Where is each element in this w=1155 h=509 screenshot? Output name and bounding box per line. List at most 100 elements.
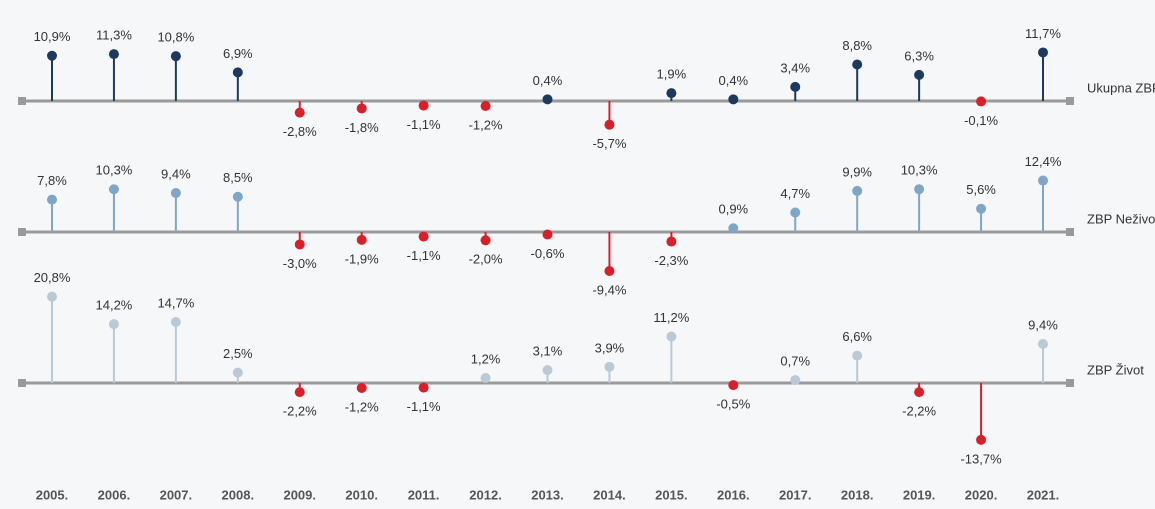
dot — [232, 67, 243, 78]
value-label: 10,3% — [96, 163, 133, 178]
dot — [294, 387, 305, 398]
value-label: 8,8% — [842, 38, 872, 53]
value-label: 6,6% — [842, 329, 872, 344]
value-label: -1,2% — [469, 117, 503, 132]
value-label: -2,2% — [283, 404, 317, 419]
value-label: -1,1% — [407, 399, 441, 414]
baseline-end — [1066, 379, 1074, 387]
value-label: -0,6% — [531, 246, 565, 261]
baseline-end — [1066, 97, 1074, 105]
value-label: 9,4% — [161, 166, 191, 181]
dot — [232, 367, 243, 378]
dot — [976, 203, 987, 214]
dot — [418, 231, 429, 242]
value-label: 6,9% — [223, 46, 253, 61]
dot — [47, 194, 57, 205]
dot — [356, 234, 367, 245]
value-label: -2,0% — [469, 252, 503, 267]
x-tick-label: 2015. — [655, 487, 688, 502]
dot — [1038, 47, 1048, 58]
value-label: 10,3% — [901, 163, 938, 178]
dot — [480, 373, 491, 384]
value-label: 14,7% — [157, 295, 194, 310]
x-tick-label: 2017. — [779, 487, 812, 502]
value-label: 1,9% — [657, 67, 687, 82]
value-label: -2,2% — [902, 404, 936, 419]
value-label: -1,1% — [407, 117, 441, 132]
dot — [604, 266, 615, 277]
dot — [356, 382, 367, 393]
dot — [47, 291, 57, 302]
dot — [666, 331, 677, 342]
legend-label: ZBP Život — [1087, 362, 1144, 377]
dot — [542, 365, 553, 376]
value-label: 3,9% — [595, 340, 625, 355]
value-label: -0,5% — [716, 397, 750, 412]
dot — [170, 51, 181, 62]
dot — [170, 187, 181, 198]
dot — [108, 49, 119, 60]
dot — [108, 319, 119, 330]
dot — [790, 207, 801, 218]
dot — [480, 235, 491, 246]
dot — [232, 191, 243, 202]
dot — [666, 236, 677, 247]
value-label: 10,8% — [157, 30, 194, 45]
dot — [914, 184, 925, 195]
value-label: 14,2% — [96, 298, 133, 313]
x-tick-label: 2016. — [717, 487, 750, 502]
dot — [728, 223, 739, 234]
baseline-end — [18, 228, 26, 236]
value-label: 11,3% — [96, 28, 132, 43]
legend-label: Ukupna ZBP — [1087, 80, 1155, 95]
x-tick-label: 2005. — [36, 487, 69, 502]
dot — [976, 434, 987, 445]
value-label: 12,4% — [1025, 154, 1062, 169]
value-label: 6,3% — [904, 48, 934, 63]
dot — [914, 69, 925, 80]
dot — [294, 239, 305, 250]
value-label: -9,4% — [592, 282, 626, 297]
baseline-end — [1066, 228, 1074, 236]
value-label: 0,4% — [718, 73, 748, 88]
value-label: -1,1% — [407, 248, 441, 263]
value-label: 3,4% — [780, 60, 810, 75]
value-label: -1,9% — [345, 251, 379, 266]
value-label: 11,2% — [653, 310, 689, 325]
value-label: 7,8% — [37, 173, 67, 188]
baseline-end — [18, 97, 26, 105]
x-tick-label: 2021. — [1027, 487, 1060, 502]
dot — [790, 81, 801, 92]
value-label: 9,9% — [842, 164, 872, 179]
baseline-end — [18, 379, 26, 387]
value-label: 20,8% — [34, 270, 71, 285]
value-label: -1,2% — [345, 399, 379, 414]
dot — [728, 380, 739, 391]
value-label: 11,7% — [1025, 26, 1061, 41]
x-tick-label: 2007. — [160, 487, 193, 502]
value-label: -0,1% — [964, 113, 998, 128]
dot — [356, 103, 367, 114]
dot — [728, 94, 739, 105]
value-label: 0,4% — [533, 73, 563, 88]
x-tick-label: 2018. — [841, 487, 874, 502]
x-tick-label: 2010. — [345, 487, 378, 502]
dot — [914, 387, 925, 398]
value-label: 10,9% — [34, 29, 71, 44]
dot — [666, 88, 677, 99]
x-tick-label: 2014. — [593, 487, 626, 502]
dot — [170, 316, 181, 327]
value-label: 0,7% — [780, 354, 810, 369]
value-label: 2,5% — [223, 346, 253, 361]
value-label: -13,7% — [960, 451, 1002, 466]
dot — [294, 107, 305, 118]
value-label: -5,7% — [592, 136, 626, 151]
dot — [852, 59, 863, 70]
x-tick-label: 2009. — [283, 487, 316, 502]
x-tick-label: 2011. — [408, 487, 440, 502]
x-tick-label: 2012. — [469, 487, 502, 502]
x-tick-label: 2013. — [531, 487, 564, 502]
value-label: 8,5% — [223, 170, 253, 185]
